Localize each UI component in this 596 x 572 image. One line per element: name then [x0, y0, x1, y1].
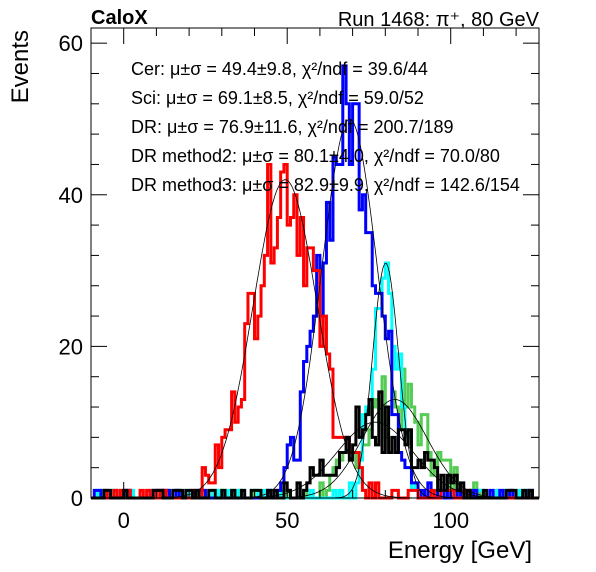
- fit-curve-dr-method2: [330, 262, 441, 499]
- fit-curve-cer: [150, 179, 419, 499]
- fit-curve-layer: [150, 118, 533, 499]
- x-tick-label: 0: [118, 508, 130, 533]
- y-axis-label: Events: [7, 30, 34, 103]
- plot-frame: [90, 27, 540, 499]
- legend-entry-dr-method3: DR method3: μ±σ = 82.9±9.9, χ²/ndf = 142…: [131, 175, 520, 195]
- legend-entry-dr-method2: DR method2: μ±σ = 80.1±4.0, χ²/ndf = 70.…: [131, 146, 500, 166]
- axes-layer: 0 20 40 60 0 50 100: [59, 28, 539, 533]
- calox-logo: CaloX: [91, 7, 148, 29]
- legend-entry-cer: Cer: μ±σ = 49.4±9.8, χ²/ndf = 39.6/44: [131, 59, 428, 79]
- x-axis-label: Energy [GeV]: [388, 537, 532, 564]
- histogram-dr-method2: [91, 261, 539, 500]
- fit-curve-dr-method3: [258, 399, 531, 499]
- legend-entry-sci: Sci: μ±σ = 69.1±8.5, χ²/ndf = 59.0/52: [131, 88, 424, 108]
- fit-curve-sci: [232, 118, 466, 499]
- x-tick-label: 50: [275, 508, 299, 533]
- fit-curve-dr: [215, 421, 533, 499]
- histogram-sci: [91, 64, 539, 500]
- y-tick-label: 40: [59, 183, 83, 208]
- y-tick-label: 60: [59, 31, 83, 56]
- histogram-dr-method3: [91, 367, 539, 500]
- histogram-dr: [91, 390, 539, 500]
- y-tick-label: 20: [59, 334, 83, 359]
- x-tick-label: 100: [432, 508, 469, 533]
- histogram-cer: [91, 162, 539, 500]
- y-tick-label: 0: [71, 486, 83, 511]
- legend: Cer: μ±σ = 49.4±9.8, χ²/ndf = 39.6/44 Sc…: [131, 59, 520, 195]
- run-label: Run 1468: π⁺, 80 GeV: [338, 9, 540, 31]
- legend-entry-dr: DR: μ±σ = 76.9±11.6, χ²/ndf = 200.7/189: [131, 117, 454, 137]
